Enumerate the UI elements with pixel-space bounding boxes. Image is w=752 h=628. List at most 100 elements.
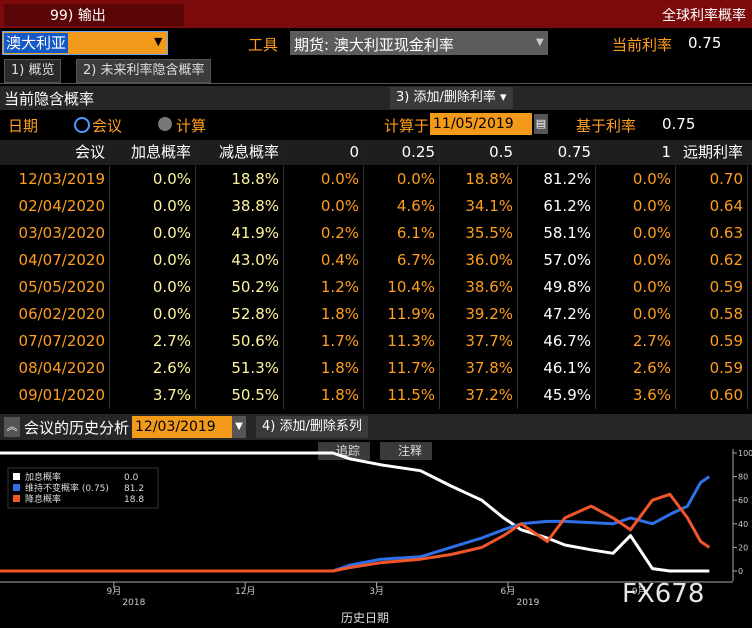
table-cell: 38.8% (196, 193, 284, 220)
table-cell: 0.59 (676, 328, 748, 355)
annotate-button[interactable]: 注释 (398, 443, 422, 458)
table-cell: 12/03/2019 (0, 166, 110, 193)
table-cell: 58.1% (518, 220, 596, 247)
history-title: 会议的历史分析 (24, 419, 130, 437)
table-cell: 51.3% (196, 355, 284, 382)
calc-on[interactable]: 11/05/2019 (430, 113, 532, 135)
table-cell: 3.6% (596, 382, 676, 409)
legend-label: 维持不变概率 (0.75) (25, 482, 109, 494)
tab[interactable]: 1) 概览 (4, 59, 62, 83)
table-cell: 1.2% (284, 274, 364, 301)
column-header: 加息概率 (110, 140, 196, 165)
legend-value: 0.0 (124, 473, 139, 483)
legend-value: 18.8 (124, 495, 144, 505)
based-rate: 0.75 (662, 115, 696, 133)
table-cell: 45.9% (518, 382, 596, 409)
dropdown-arrow[interactable]: ▼ (536, 37, 544, 48)
table-cell: 0.60 (676, 382, 748, 409)
table-cell: 6.7% (364, 247, 440, 274)
radio-meeting[interactable]: 会议 (92, 117, 123, 135)
y-tick-label: 100 (738, 449, 752, 458)
history-meeting[interactable]: 12/03/2019 (132, 416, 232, 438)
table-cell: 10.4% (364, 274, 440, 301)
calendar-icon[interactable]: ▤ (534, 114, 548, 134)
table-cell: 35.5% (440, 220, 518, 247)
table-cell: 0.2% (284, 220, 364, 247)
table-cell: 03/03/2020 (0, 220, 110, 247)
instrument[interactable]: 期货: 澳大利亚现金利率 (294, 36, 454, 54)
table-cell: 0.64 (676, 193, 748, 220)
calc-on-label: 计算于 (384, 117, 430, 135)
column-header: 0.25 (364, 140, 440, 165)
table-cell: 50.5% (196, 382, 284, 409)
dropdown-arrow[interactable]: ▼ (154, 35, 163, 48)
x-tick-label: 12月 (235, 586, 255, 597)
series-line (0, 451, 710, 573)
legend-swatch (13, 473, 20, 480)
table-cell: 2.7% (596, 328, 676, 355)
table-cell: 3.7% (110, 382, 196, 409)
radio[interactable] (158, 117, 172, 131)
x-tick-label: 9月 (106, 586, 121, 597)
table-cell: 11.5% (364, 382, 440, 409)
table-cell: 57.0% (518, 247, 596, 274)
radio-calc[interactable]: 计算 (176, 117, 207, 135)
section-bar (0, 86, 752, 110)
table-cell: 0.0% (596, 247, 676, 274)
instrument-field[interactable] (290, 31, 548, 55)
y-tick-label: 60 (738, 496, 748, 505)
year-label: 2018 (122, 598, 145, 608)
tab[interactable]: 2) 未来利率隐含概率 (76, 59, 212, 83)
table-cell: 0.0% (110, 274, 196, 301)
legend-swatch (13, 484, 20, 491)
table-cell: 11.9% (364, 301, 440, 328)
table-cell: 2.6% (596, 355, 676, 382)
table-cell: 05/05/2020 (0, 274, 110, 301)
y-tick-label: 80 (738, 473, 748, 482)
y-tick-label: 20 (738, 543, 748, 552)
radio-selected[interactable] (74, 117, 90, 133)
year-label: 2019 (516, 598, 539, 608)
table-cell: 18.8% (440, 166, 518, 193)
track-button[interactable]: 追踪 (336, 443, 360, 458)
table-cell: 0.59 (676, 355, 748, 382)
collapse-icon[interactable]: ︽ (4, 417, 20, 437)
watermark: FX678 (622, 579, 704, 609)
table-cell: 06/02/2020 (0, 301, 110, 328)
add-remove-series[interactable]: 4) 添加/删除系列 (256, 416, 368, 438)
table-cell: 0.0% (110, 301, 196, 328)
table-cell: 36.0% (440, 247, 518, 274)
table-cell: 41.9% (196, 220, 284, 247)
table-cell: 49.8% (518, 274, 596, 301)
track-button-bg[interactable] (318, 442, 370, 460)
column-header: 减息概率 (196, 140, 284, 165)
date-label: 日期 (8, 117, 39, 135)
table-cell: 52.8% (196, 301, 284, 328)
add-remove-rate[interactable]: 3) 添加/删除利率 ▾ (390, 87, 513, 109)
current-rate-label: 当前利率 (612, 36, 673, 54)
y-tick-label: 40 (738, 520, 748, 529)
table-cell: 0.0% (596, 220, 676, 247)
table-cell: 1.7% (284, 328, 364, 355)
table-cell: 04/07/2020 (0, 247, 110, 274)
table-cell: 0.58 (676, 301, 748, 328)
table-cell: 34.1% (440, 193, 518, 220)
table-cell: 0.63 (676, 220, 748, 247)
export-button[interactable]: 99) 输出 (50, 8, 106, 24)
legend-label: 降息概率 (25, 493, 61, 505)
column-header: 远期利率 (676, 140, 748, 165)
based-rate-label: 基于利率 (576, 117, 637, 135)
probability-table: 会议 加息概率 减息概率 0 0.25 0.5 0.75 1 远期利率 12/03/2019 0.0… (0, 140, 752, 412)
table-cell: 0.0% (596, 193, 676, 220)
export-bg (4, 4, 184, 26)
table-cell: 0.62 (676, 247, 748, 274)
x-tick-label: 9月 (632, 586, 647, 597)
column-header: 1 (596, 140, 676, 165)
table-cell: 1.8% (284, 382, 364, 409)
table-cell: 46.7% (518, 328, 596, 355)
legend-swatch (13, 495, 20, 502)
dropdown-arrow[interactable]: ▼ (232, 416, 246, 438)
annotate-button-bg[interactable] (380, 442, 432, 460)
country[interactable]: 澳大利亚 (4, 33, 69, 53)
